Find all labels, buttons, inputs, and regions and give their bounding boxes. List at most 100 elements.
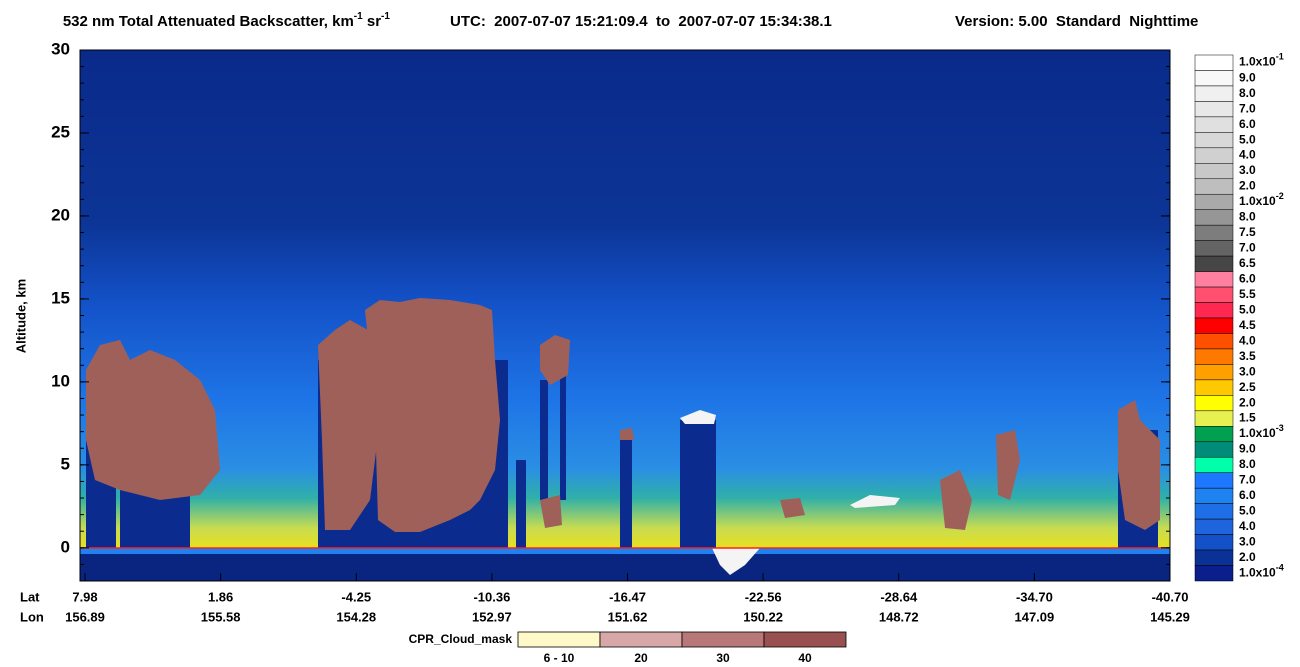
y-tick-label: 5 — [61, 454, 70, 473]
colorbar-swatch — [1194, 70, 1234, 87]
colorbar-label: 8.0 — [1239, 457, 1256, 471]
x-tick-label: 7.98 — [72, 589, 97, 604]
x-tick-label: 148.72 — [879, 609, 919, 624]
colorbar-label: 5.0 — [1239, 504, 1256, 518]
colorbar-swatch — [1194, 255, 1234, 272]
colorbar-label: 5.0 — [1239, 132, 1256, 146]
cloud-mask-swatch — [681, 631, 765, 648]
colorbar-label: 6.5 — [1239, 256, 1256, 270]
cloud-features — [86, 298, 1160, 532]
x-tick-label: 150.22 — [743, 609, 783, 624]
x-tick-label: 151.62 — [608, 609, 648, 624]
colorbar-label: 4.0 — [1239, 519, 1256, 533]
colorbar-swatch — [1194, 85, 1234, 102]
colorbar-swatch — [1194, 286, 1234, 303]
colorbar-swatch — [1194, 456, 1234, 473]
colorbar-label: 1.5 — [1239, 411, 1256, 425]
colorbar-label-text: 1.0x10 — [1239, 565, 1276, 579]
cloud-mask-title: CPR_Cloud_mask — [409, 632, 513, 646]
y-tick-label: 20 — [51, 205, 70, 224]
colorbar-label: 5.5 — [1239, 287, 1256, 301]
colorbar-label: 7.0 — [1239, 101, 1256, 115]
colorbar-swatch — [1194, 240, 1234, 257]
title-part: 532 nm Total Attenuated Backscatter, km — [63, 13, 354, 30]
colorbar-swatch — [1194, 209, 1234, 226]
y-axis-title: Altitude, km — [13, 279, 28, 353]
colorbar-swatch — [1194, 101, 1234, 118]
x-tick-label: 156.89 — [65, 609, 105, 624]
colorbar-swatch — [1194, 317, 1234, 334]
x-tick-label: -16.47 — [609, 589, 646, 604]
chart-title: 532 nm Total Attenuated Backscatter, km-… — [42, 7, 402, 30]
colorbar-swatch — [1194, 193, 1234, 210]
x-tick-label: -22.56 — [745, 589, 782, 604]
colorbar-label: 1.0x10-4 — [1239, 563, 1284, 580]
x-row-name: Lon — [20, 609, 44, 624]
colorbar-swatch — [1194, 348, 1234, 365]
colorbar-swatch — [1194, 333, 1234, 350]
colorbar-label-text: 1.0x10 — [1239, 426, 1276, 440]
colorbar-label-text: 1.0x10 — [1239, 194, 1276, 208]
colorbar-swatch — [1194, 549, 1234, 566]
colorbar-label: 2.5 — [1239, 380, 1256, 394]
colorbar-label-sup: -1 — [1276, 52, 1284, 62]
x-tick-label: 152.97 — [472, 609, 512, 624]
cloud-mask-swatch — [517, 631, 601, 648]
y-tick-label: 25 — [51, 122, 70, 141]
x-tick-label: 145.29 — [1150, 609, 1190, 624]
colorbar-swatch — [1194, 271, 1234, 288]
colorbar-label: 2.0 — [1239, 179, 1256, 193]
colorbar-label: 1.0x10-1 — [1239, 52, 1284, 69]
colorbar-label: 4.0 — [1239, 148, 1256, 162]
colorbar-label: 9.0 — [1239, 70, 1256, 84]
x-tick-label: -28.64 — [880, 589, 918, 604]
colorbar-swatch — [1194, 518, 1234, 535]
colorbar-label: 1.0x10-2 — [1239, 191, 1284, 208]
cloud-mask-swatch — [763, 631, 847, 648]
colorbar-label: 2.0 — [1239, 395, 1256, 409]
colorbar-swatch — [1194, 178, 1234, 195]
y-tick-label: 0 — [61, 537, 70, 556]
x-tick-label: 154.28 — [336, 609, 376, 624]
colorbar-label: 6.0 — [1239, 488, 1256, 502]
colorbar-label: 3.5 — [1239, 349, 1256, 363]
colorbar-swatch — [1194, 132, 1234, 149]
colorbar-label-text: 1.0x10 — [1239, 55, 1276, 69]
colorbar-swatch — [1194, 116, 1234, 133]
surface-band — [80, 548, 1170, 554]
bright-features — [680, 410, 900, 575]
colorbar-label: 4.5 — [1239, 318, 1256, 332]
y-tick-label: 15 — [51, 288, 70, 307]
x-tick-label: 147.09 — [1014, 609, 1054, 624]
colorbar-swatch — [1194, 54, 1234, 71]
cloud-mask-label: 30 — [716, 651, 730, 665]
colorbar-swatch — [1194, 147, 1234, 164]
colorbar-label: 7.5 — [1239, 225, 1256, 239]
x-tick-label: -34.70 — [1016, 589, 1053, 604]
colorbar-swatch — [1194, 163, 1234, 180]
version: Version: 5.00 Standard Nighttime — [955, 13, 1198, 30]
colorbar-swatch — [1194, 224, 1234, 241]
colorbar-swatch — [1194, 534, 1234, 551]
colorbar-swatch — [1194, 364, 1234, 381]
x-row-name: Lat — [20, 589, 40, 604]
colorbar-label: 7.0 — [1239, 473, 1256, 487]
colorbar-swatch — [1194, 503, 1234, 520]
x-tick-label: -40.70 — [1152, 589, 1189, 604]
colorbar-label: 1.0x10-3 — [1239, 423, 1284, 440]
x-tick-label: -10.36 — [473, 589, 510, 604]
colorbar-label: 5.0 — [1239, 302, 1256, 316]
y-tick-label: 10 — [51, 371, 70, 390]
colorbar-label: 8.0 — [1239, 210, 1256, 224]
cloud-mask-label: 40 — [798, 651, 812, 665]
colorbar-label: 8.0 — [1239, 86, 1256, 100]
colorbar-swatch — [1194, 379, 1234, 396]
colorbar-label: 3.0 — [1239, 534, 1256, 548]
title-part: sr — [363, 13, 382, 30]
colorbar-label: 3.0 — [1239, 163, 1256, 177]
colorbar-swatch — [1194, 565, 1234, 582]
colorbar-swatch — [1194, 410, 1234, 427]
plot-area — [79, 49, 1171, 582]
colorbar-label: 3.0 — [1239, 364, 1256, 378]
